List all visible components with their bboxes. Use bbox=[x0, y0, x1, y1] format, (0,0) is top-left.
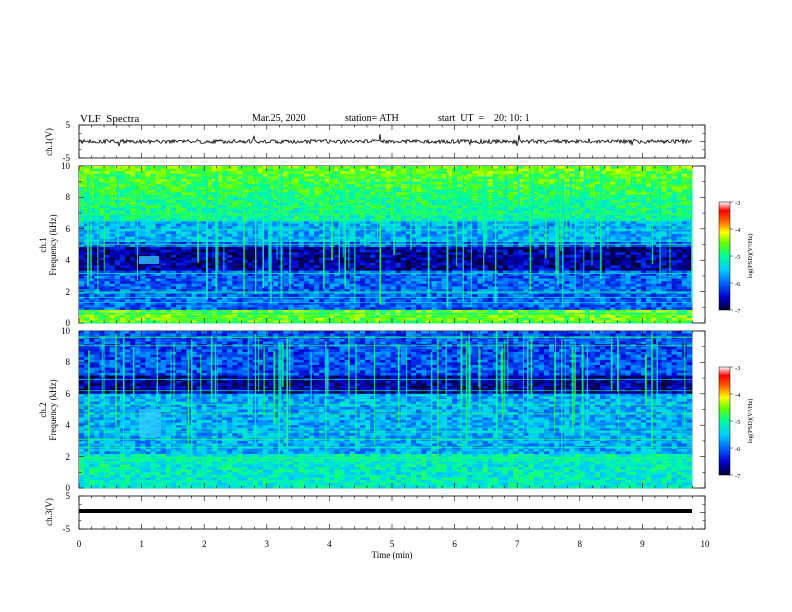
ch1-spec-yticks: 0 2 4 6 8 10 bbox=[61, 161, 71, 328]
ch2-colorbar-tick-3: -3 bbox=[735, 365, 740, 372]
ch1-ytick-5: 5 bbox=[66, 120, 71, 130]
ch2-spec-yticks: 0 2 4 6 8 10 bbox=[61, 326, 71, 493]
ch1-ytick-2: 2 bbox=[66, 287, 71, 297]
ch1-ytick-10: 10 bbox=[61, 161, 71, 171]
ch2-ytick-10: 10 bbox=[61, 326, 71, 336]
ch2-colorbar-tick-4: -4 bbox=[735, 392, 741, 399]
ch3-waveform-line bbox=[79, 509, 692, 513]
xtick-8: 8 bbox=[578, 539, 583, 549]
xtick-3: 3 bbox=[265, 539, 270, 549]
ch3-ytick-minus5: -5 bbox=[63, 524, 71, 534]
ch1-colorbar-tick-3: -3 bbox=[735, 200, 740, 207]
x-axis-label: Time (min) bbox=[372, 550, 413, 560]
xtick-4: 4 bbox=[327, 539, 332, 549]
ch2-ytick-6: 6 bbox=[66, 389, 71, 399]
xtick-0: 0 bbox=[77, 539, 82, 549]
ch1-waveform-line bbox=[78, 133, 693, 147]
ch2-spectrogram-image bbox=[79, 331, 693, 489]
xtick-6: 6 bbox=[452, 539, 457, 549]
ch1-colorbar-tick-4: -4 bbox=[735, 227, 741, 234]
ch1-waveform-ylabel: ch.1(V) bbox=[44, 128, 54, 156]
ch2-colorbar: -3 -4 -5 -6 -7 log(PSD)(V²/Hz) bbox=[718, 365, 754, 480]
ch1-ytick-4: 4 bbox=[66, 255, 71, 265]
xtick-2: 2 bbox=[202, 539, 207, 549]
ch2-ytick-0: 0 bbox=[66, 483, 71, 493]
date-label: Mar.25, 2020 bbox=[252, 113, 306, 124]
start-ut-label: start UT = 20: 10: 1 bbox=[438, 113, 530, 124]
ch2-colorbar-label: log(PSD)(V²/Hz) bbox=[747, 399, 754, 444]
station-label: station= ATH bbox=[345, 113, 399, 124]
ch1-colorbar-label: log(PSD)(V²/Hz) bbox=[747, 234, 754, 279]
ch2-colorbar-tick-7: -7 bbox=[735, 473, 741, 480]
ch1-colorbar: -3 -4 -5 -6 -7 log(PSD)(V²/Hz) bbox=[718, 200, 754, 315]
axis-ticks bbox=[78, 124, 706, 530]
ch1-spectrogram-image bbox=[79, 166, 693, 324]
xtick-7: 7 bbox=[515, 539, 520, 549]
ch1-ytick-8: 8 bbox=[66, 192, 71, 202]
ch2-colorbar-tick-6: -6 bbox=[735, 446, 741, 453]
ch1-ytick-6: 6 bbox=[66, 224, 71, 234]
x-tick-labels: 0 1 2 3 4 5 6 7 8 9 10 bbox=[77, 539, 710, 549]
xtick-1: 1 bbox=[139, 539, 144, 549]
ch1-colorbar-tick-6: -6 bbox=[735, 281, 741, 288]
chart-title: VLF Spectra bbox=[80, 113, 140, 125]
ch2-ytick-4: 4 bbox=[66, 420, 71, 430]
ch1-colorbar-tick-7: -7 bbox=[735, 308, 741, 315]
ch2-ytick-2: 2 bbox=[66, 452, 71, 462]
xtick-9: 9 bbox=[640, 539, 645, 549]
ch2-ytick-8: 8 bbox=[66, 357, 71, 367]
ch3-waveform-ylabel: ch.3(V) bbox=[44, 498, 54, 526]
ch1-ytick-0: 0 bbox=[66, 318, 71, 328]
xtick-10: 10 bbox=[701, 539, 711, 549]
ch1-colorbar-tick-5: -5 bbox=[735, 254, 740, 261]
ch1-spectrogram-ylabel: ch.1Frequency (kHz) bbox=[38, 214, 58, 275]
ch2-spectrogram-ylabel: ch.2Frequency (kHz) bbox=[38, 379, 58, 440]
xtick-5: 5 bbox=[390, 539, 395, 549]
ch3-ytick-5: 5 bbox=[66, 491, 71, 501]
ch2-colorbar-tick-5: -5 bbox=[735, 419, 740, 426]
ch1-ytick-minus5: -5 bbox=[63, 153, 71, 163]
